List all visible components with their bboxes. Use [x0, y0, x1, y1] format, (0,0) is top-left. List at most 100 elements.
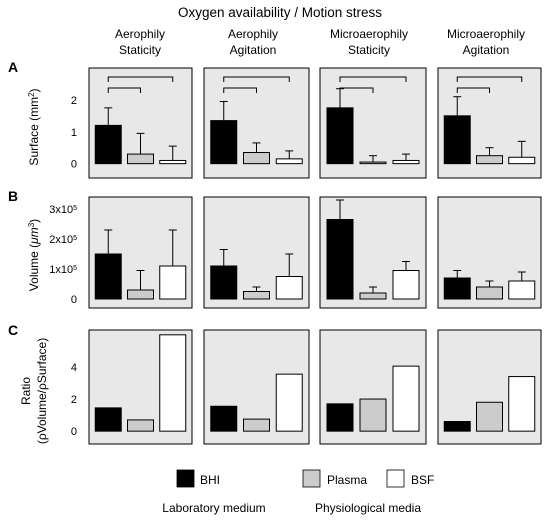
chart-b-y-tick-3-exponent: 5	[73, 205, 77, 212]
chart-a-bracket-4-bhi-bsf	[456, 76, 523, 82]
chart-c-bar-1-bsf	[159, 334, 187, 432]
y-axis-label-volume: Volume (μm3)	[27, 219, 42, 291]
chart-b-y-tick-1-exponent: 5	[73, 265, 77, 272]
y-axis-label-surface-exponent: 2	[27, 92, 36, 97]
legend-swatch-bhi	[176, 469, 195, 488]
chart-c-bar-2-bsf	[275, 373, 303, 432]
chart-c-panel-4	[437, 329, 542, 445]
chart-c: 0 2 4	[71, 329, 542, 445]
chart-c-bar-2-bhi	[210, 405, 238, 432]
chart-c-panel-3	[319, 329, 427, 445]
legend-group-laboratory: Laboratory medium	[162, 501, 265, 515]
chart-b-bar-2-plasma	[243, 291, 270, 300]
y-axis-label-volume-exponent: 3	[27, 222, 36, 227]
chart-b-panel-4	[437, 196, 542, 309]
chart-c-y-tick-2: 4	[71, 362, 77, 374]
chart-a-panel-1	[88, 67, 193, 179]
chart-a-bar-2-bhi	[210, 120, 238, 165]
chart-c-bar-4-bhi	[443, 421, 471, 432]
legend-label-bsf: BSF	[411, 473, 434, 487]
chart-c-bar-1-bhi	[94, 407, 122, 432]
legend-swatch-plasma	[302, 469, 321, 488]
chart-a-bracket-4-bhi-plasma	[456, 87, 490, 93]
chart-c-bar-3-plasma	[359, 398, 387, 432]
chart-a-bar-2-plasma	[243, 151, 270, 165]
chart-a-bar-3-plasma	[359, 161, 387, 165]
y-axis-label-surface-main: Surface (mm	[27, 97, 41, 166]
figure-title: Oxygen availability / Motion stress	[178, 5, 382, 20]
chart-c-bar-2-plasma	[243, 418, 270, 432]
chart-a-bar-4-plasma	[476, 155, 503, 165]
chart-a-bracket-3-bhi-plasma	[339, 87, 374, 93]
chart-b-bar-1-bhi	[94, 253, 122, 300]
y-axis-label-volume-main: Volume (	[27, 244, 41, 291]
chart-a-bar-3-bsf	[392, 159, 420, 165]
chart-b-bar-3-bsf	[392, 270, 420, 300]
y-axis-label-ratio: Ratio	[19, 377, 33, 405]
chart-a-y-tick-2: 2	[71, 95, 77, 107]
panel-label-b: B	[8, 188, 18, 204]
chart-a-bracket-2-bhi-plasma	[223, 87, 257, 93]
chart-b-y-tick-3: 3x105	[49, 204, 77, 216]
chart-a-bar-1-bhi	[94, 124, 122, 165]
chart-a-panel-2	[203, 67, 310, 179]
condition-header-3-line2: Staticity	[348, 43, 390, 57]
y-axis-label-ratio-sub: (ρVolume/ρSurface)	[35, 338, 49, 444]
chart-a-bar-2-bsf	[275, 158, 303, 165]
legend-swatch-bsf	[386, 469, 405, 488]
chart-b-y-tick-3-base: 3x10	[49, 204, 73, 216]
chart-a: 0 1 2	[71, 67, 542, 179]
condition-header-4-line1: Microaerophily	[447, 27, 525, 41]
panel-label-c: C	[8, 322, 18, 338]
chart-b-y-tick-1: 1x105	[49, 264, 77, 276]
legend-label-plasma: Plasma	[327, 473, 367, 487]
chart-b-y-tick-2: 2x105	[49, 234, 77, 246]
chart-b-y-tick-0: 0	[71, 294, 77, 306]
chart-a-panel-3	[319, 67, 427, 179]
chart-a-panel-4	[437, 67, 542, 179]
chart-a-bar-4-bhi	[443, 115, 471, 165]
chart-a-y-tick-1: 1	[71, 127, 77, 139]
y-axis-label-surface-close: )	[27, 88, 41, 92]
condition-header-4-line2: Agitation	[463, 43, 510, 57]
chart-b-panel-1	[88, 196, 193, 309]
chart-c-bar-4-bsf	[508, 376, 536, 432]
chart-b-bar-3-plasma	[359, 292, 387, 300]
condition-header-2-line1: Aerophily	[228, 27, 278, 41]
chart-b-bar-2-bhi	[210, 265, 238, 300]
chart-a-bracket-1-bhi-bsf	[107, 76, 174, 82]
chart-c-bar-3-bhi	[326, 403, 354, 432]
condition-header-1-line1: Aerophily	[115, 27, 165, 41]
chart-c-panel-1	[88, 329, 193, 445]
chart-b-bar-3-bhi	[326, 219, 354, 300]
chart-c-bar-1-plasma	[127, 419, 154, 432]
y-axis-label-volume-unit: μm	[27, 227, 41, 245]
condition-header-3-line1: Microaerophily	[330, 27, 408, 41]
chart-b-bar-4-bsf	[508, 280, 536, 300]
chart-b-bar-2-bsf	[275, 276, 303, 300]
chart-b-bar-4-bhi	[443, 277, 471, 300]
condition-header-2-line2: Agitation	[230, 43, 277, 57]
condition-header-1-line2: Staticity	[119, 43, 161, 57]
chart-b-bar-4-plasma	[476, 286, 503, 300]
chart-a-bar-1-plasma	[127, 153, 154, 165]
chart-b-panel-3	[319, 196, 427, 309]
chart-b-panel-2	[203, 196, 310, 309]
chart-b-bar-1-plasma	[127, 289, 154, 300]
chart-c-bar-4-plasma	[476, 401, 503, 432]
chart-b-y-tick-2-base: 2x10	[49, 234, 73, 246]
legend-label-bhi: BHI	[200, 473, 220, 487]
chart-a-bar-1-bsf	[159, 159, 187, 165]
condition-headers: Aerophily Staticity Aerophily Agitation …	[115, 27, 525, 57]
y-axis-label-surface: Surface (mm2)	[27, 88, 42, 165]
legend-group-physiological: Physiological media	[315, 501, 421, 515]
chart-a-y-tick-0: 0	[71, 159, 77, 171]
chart-a-bracket-2-bhi-bsf	[223, 76, 290, 82]
chart-a-bracket-1-bhi-plasma	[107, 87, 141, 93]
chart-c-y-tick-0: 0	[71, 426, 77, 438]
chart-a-bracket-3-bhi-bsf	[339, 76, 407, 82]
chart-a-bar-3-bhi	[326, 107, 354, 165]
chart-c-bar-3-bsf	[392, 365, 420, 432]
